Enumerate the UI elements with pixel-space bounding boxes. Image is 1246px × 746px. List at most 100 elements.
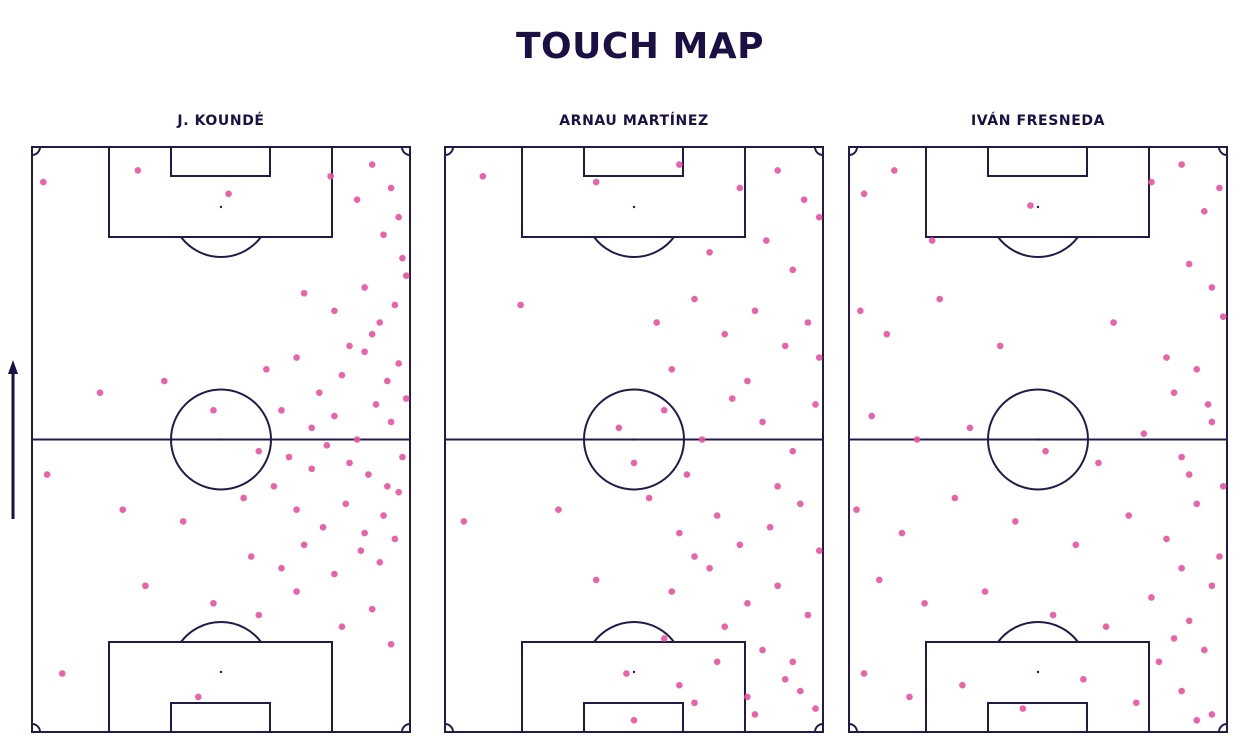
touch-dot: [698, 436, 706, 443]
corner-arc: [444, 146, 454, 156]
touch-dot: [1208, 418, 1216, 426]
touch-dot: [1042, 447, 1049, 455]
touch-dot: [278, 406, 285, 414]
touch-dot: [1201, 646, 1208, 654]
touch-dot: [928, 237, 936, 244]
touch-dot: [327, 172, 334, 180]
touch-dot: [285, 453, 293, 461]
touch-dot: [736, 184, 744, 192]
touch-dot: [812, 705, 819, 712]
touch-dot: [1185, 260, 1193, 268]
touch-dot: [395, 360, 402, 367]
direction-arrow: [8, 360, 18, 519]
touch-dot: [391, 301, 399, 309]
touch-dot: [161, 377, 168, 385]
touch-dot: [691, 295, 698, 303]
touch-dot: [1178, 564, 1185, 572]
touch-dot: [1080, 676, 1087, 683]
penalty-arc: [180, 621, 262, 643]
touch-dot: [1193, 717, 1201, 724]
touch-dot: [395, 488, 402, 496]
touch-dot: [1193, 500, 1201, 508]
touch-dot: [630, 459, 638, 467]
touch-dot: [815, 213, 823, 221]
touch-dot: [1148, 594, 1155, 601]
touch-dot: [1163, 354, 1170, 361]
penalty-spot: [1036, 205, 1040, 209]
touch-dot: [376, 559, 384, 566]
pitch-panel: J. KOUNDÉ: [31, 112, 411, 733]
penalty-arc: [997, 236, 1079, 258]
touch-dot: [1219, 483, 1227, 490]
touch-dot: [210, 600, 217, 607]
touch-dot: [300, 541, 308, 549]
touch-dot: [936, 295, 944, 303]
touch-dot: [1155, 658, 1163, 666]
touch-dot: [668, 588, 676, 595]
touch-dot: [615, 424, 623, 432]
touch-dot: [921, 600, 928, 607]
touch-dot: [119, 506, 127, 513]
touch-dot: [853, 506, 860, 513]
touch-dot: [380, 231, 387, 239]
touch-dot: [195, 693, 202, 701]
touch-dot: [357, 547, 365, 554]
touch-dot: [1208, 582, 1216, 590]
touch-dot: [225, 190, 232, 198]
touch-dot: [346, 342, 353, 350]
touch-dot: [308, 465, 316, 473]
touch-dot: [804, 611, 812, 619]
touch-dot: [774, 483, 781, 490]
touch-dot: [883, 330, 891, 338]
touch-dot: [1185, 471, 1193, 478]
touch-dot: [759, 646, 766, 654]
touch-dot: [210, 406, 217, 414]
centre-spot: [219, 438, 223, 441]
touch-dot: [660, 406, 668, 414]
touch-dot: [460, 518, 468, 525]
six-yard-box: [170, 146, 271, 177]
touch-dot: [1132, 699, 1140, 707]
touch-dot: [713, 658, 721, 666]
touch-dot: [1178, 687, 1185, 695]
six-yard-box: [583, 702, 684, 733]
corner-arc: [814, 723, 824, 733]
touch-dot: [353, 196, 361, 203]
touch-dot: [1216, 184, 1223, 192]
touch-dot: [868, 412, 875, 420]
centre-circle: [987, 388, 1089, 491]
penalty-box: [108, 641, 333, 733]
touch-dot: [645, 494, 653, 502]
six-yard-box: [583, 146, 684, 177]
touch-dot: [331, 570, 338, 578]
touch-dot: [1110, 319, 1117, 326]
touch-dot: [751, 307, 759, 315]
touch-dot: [402, 395, 410, 402]
touch-dot: [721, 623, 729, 630]
penalty-box: [925, 641, 1150, 733]
main-title: TOUCH MAP: [516, 26, 764, 67]
penalty-box: [521, 146, 746, 238]
touch-dot: [592, 178, 600, 186]
touch-dot: [1219, 313, 1227, 320]
touch-dot: [331, 412, 338, 420]
touch-dot: [255, 447, 263, 455]
touch-dot: [323, 442, 331, 449]
corner-arc: [1218, 146, 1228, 156]
touch-dot: [255, 611, 263, 619]
touch-dot: [1102, 623, 1110, 630]
touch-dot: [365, 471, 372, 478]
touch-dot: [797, 500, 804, 508]
pitch-panel: IVÁN FRESNEDA: [848, 112, 1228, 733]
touch-dot: [981, 588, 989, 595]
touch-dot: [1049, 611, 1057, 619]
touch-dot: [1193, 366, 1201, 373]
touch-dot: [766, 523, 774, 531]
touch-dot: [653, 319, 660, 326]
touch-dot: [43, 471, 51, 478]
touch-dot: [951, 494, 959, 502]
touch-dot: [293, 354, 300, 361]
touch-dot: [800, 196, 808, 203]
touch-dot: [376, 319, 384, 326]
touch-dot: [1178, 453, 1185, 461]
